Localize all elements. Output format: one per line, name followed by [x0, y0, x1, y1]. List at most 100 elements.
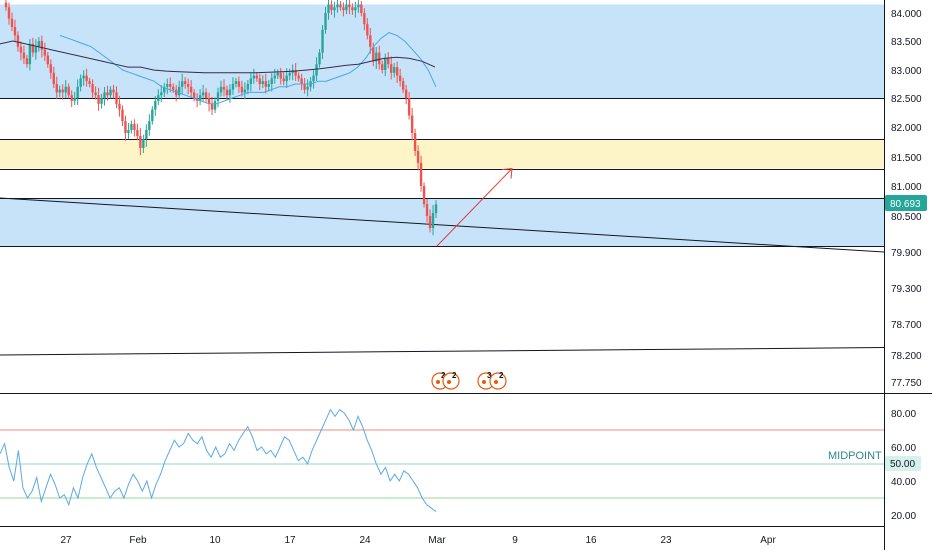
event-dot-icon [436, 380, 440, 384]
candle-body [163, 86, 166, 93]
candle-body [76, 86, 79, 98]
price-tick-label: 82.500 [891, 94, 922, 105]
candle-body [166, 84, 169, 87]
candle-body [431, 213, 435, 228]
rsi-tick-label: 20.00 [891, 511, 916, 522]
candle-body [19, 46, 23, 53]
candle-body [327, 4, 330, 13]
trendline [0, 197, 885, 253]
price-zone [0, 139, 884, 169]
candle-body [88, 81, 91, 84]
trendline [0, 347, 885, 356]
candle-body [204, 92, 208, 98]
candle-body [384, 58, 387, 70]
candle-body [186, 84, 190, 87]
candle-body [210, 103, 214, 110]
candle-body [67, 86, 70, 96]
candle-body [49, 64, 52, 73]
candle-body [52, 72, 55, 84]
candle-body [106, 92, 109, 96]
candle-body [255, 75, 259, 79]
candle-body [413, 133, 417, 151]
candle-body [363, 13, 366, 25]
candle-body [303, 84, 306, 90]
event-marker[interactable]: 2 [442, 371, 460, 390]
candle-body [142, 139, 145, 148]
candle-body [31, 43, 35, 53]
candle-body [70, 95, 73, 101]
candle-body [387, 58, 390, 65]
candle-body [249, 78, 253, 84]
moving-average-line [0, 40, 436, 74]
candle-body [151, 109, 154, 122]
candle-body [16, 35, 20, 47]
candle-body [276, 72, 279, 76]
candle-body [294, 70, 297, 76]
time-tick-label: Feb [129, 535, 147, 546]
candle-body [55, 84, 58, 93]
time-tick-label: 10 [209, 535, 221, 546]
candle-body [64, 86, 67, 93]
event-count: 2 [452, 371, 457, 380]
candle-body [425, 204, 429, 216]
arrow-head [501, 168, 513, 179]
candle-body [381, 64, 384, 70]
candle-body [145, 130, 148, 139]
candle-body [201, 92, 205, 96]
candle-body [43, 49, 47, 56]
candle-body [288, 72, 291, 76]
time-tick-label: Apr [760, 535, 776, 546]
candle-body [273, 75, 276, 79]
candle-body [345, 4, 348, 11]
candle-body [378, 52, 381, 65]
time-tick-label: 9 [512, 535, 518, 546]
price-axis[interactable]: 84.000 83.500 83.000 82.500 82.000 81.500 81.0… [891, 9, 922, 389]
candle-body [222, 86, 226, 90]
candle-body [237, 81, 241, 87]
candle-body [61, 89, 64, 93]
candle-body [231, 84, 235, 90]
time-tick-label: 23 [660, 535, 672, 546]
candle-body [157, 95, 160, 101]
candle-body [94, 92, 97, 96]
candle-body [216, 92, 220, 101]
trendlines [0, 197, 885, 356]
candle-body [312, 75, 315, 82]
candle-body [369, 35, 372, 47]
candle-body [333, 7, 336, 11]
candle-body [121, 109, 124, 122]
candle-body [118, 103, 121, 110]
event-icon [489, 372, 507, 390]
candle-body [115, 92, 118, 104]
price-tick-label: 77.750 [891, 378, 922, 389]
candle-body [228, 89, 232, 96]
candle-body [339, 4, 342, 8]
time-axis[interactable]: 27 Feb 10 17 24 Mar 9 16 23 Apr [60, 535, 776, 546]
candle-body [282, 78, 285, 82]
candle-body [79, 78, 82, 87]
candle-body [124, 121, 127, 133]
candle-body [366, 24, 369, 36]
candle-body [189, 86, 193, 93]
candle-body [198, 95, 202, 101]
price-zones [0, 4, 884, 246]
rsi-axis[interactable]: 80.00 60.00 40.00 20.00 [891, 409, 916, 522]
last-price-badge: 80.693 [885, 195, 927, 211]
candle-body [34, 46, 38, 53]
candle-body [348, 4, 351, 8]
candle-body [112, 89, 115, 93]
price-tick-label: 78.700 [891, 320, 922, 331]
candle-body [73, 98, 76, 101]
price-tick-label: 79.300 [891, 284, 922, 295]
candle-body [82, 75, 85, 79]
price-zone [0, 4, 884, 99]
candle-body [85, 75, 88, 82]
projection-arrow [436, 168, 513, 247]
candle-body [97, 95, 100, 104]
rsi-tick-label: 80.00 [891, 409, 916, 420]
event-count: 2 [499, 371, 504, 380]
candle-body [160, 92, 163, 96]
event-marker[interactable]: 2 [489, 371, 507, 390]
